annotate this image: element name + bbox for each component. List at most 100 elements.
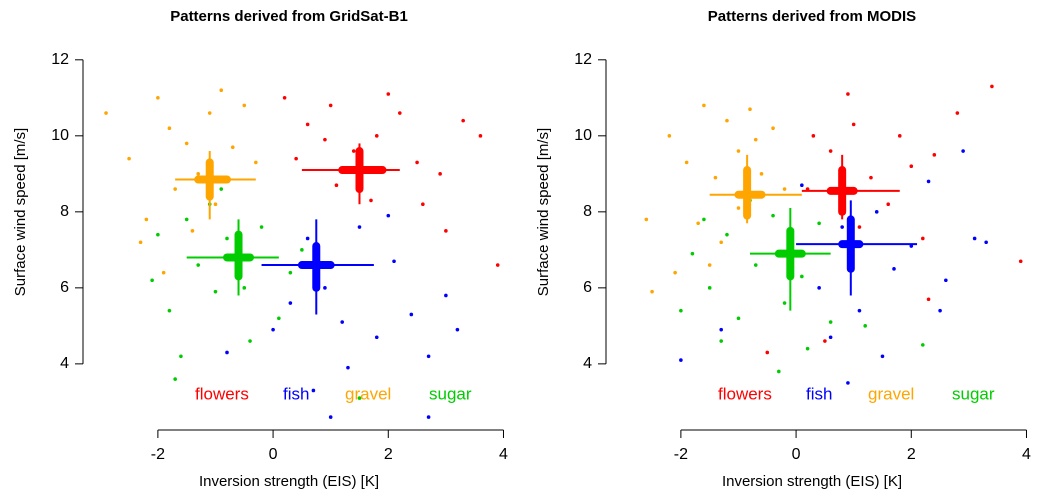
point [800,183,804,188]
point [219,88,224,93]
y-tick-label: 10 [574,127,592,144]
point [753,137,758,142]
point [328,103,333,108]
y-tick-label: 8 [60,203,69,220]
point [707,263,712,267]
point [869,175,873,180]
point [909,164,914,169]
point [173,377,177,381]
point [323,137,327,142]
x-axis-label: Inversion strength (EIS) [K] [199,473,379,490]
point [892,267,896,271]
y-axis-label: Surface wind speed [m/s] [535,128,552,296]
point [863,324,867,328]
point [386,92,391,96]
point [667,134,672,138]
point [455,327,460,332]
point [679,358,683,362]
point [719,240,723,245]
legend-entry: sugar [952,384,995,403]
point [374,335,379,340]
point [748,107,752,112]
point [282,96,287,100]
point [673,270,677,275]
point [196,263,200,267]
point [167,308,172,313]
point [369,198,373,203]
point [828,149,833,153]
point [150,278,154,283]
point [167,126,172,131]
point [805,187,810,191]
point [346,365,350,370]
point [230,145,235,150]
legend-entry: flowers [195,384,249,403]
point [800,274,804,279]
y-tick-label: 4 [60,355,69,372]
point [127,156,131,161]
point [213,289,218,294]
point [955,111,960,115]
point [944,278,948,283]
y-tick-label: 12 [574,51,592,68]
point [196,172,200,176]
point [679,308,683,313]
y-axis-label: Surface wind speed [m/s] [12,128,29,296]
point [444,229,448,233]
point [478,134,483,138]
panel-title: Patterns derived from GridSat-B1 [170,8,408,25]
y-tick-label: 6 [583,279,592,296]
point [702,217,706,222]
x-tick-label: 2 [384,446,393,463]
point [271,327,275,332]
point [811,134,816,138]
point [886,202,891,207]
point [707,286,712,290]
point [184,217,189,222]
point [926,179,931,184]
point [184,141,189,146]
point [328,415,333,419]
point [173,187,177,191]
point [897,134,902,138]
point [719,339,723,343]
point [736,316,741,321]
point [438,172,442,176]
point [305,236,310,241]
point [421,202,425,207]
point [288,270,293,275]
point [398,111,402,115]
point [690,251,695,256]
point [846,381,850,385]
point [495,263,500,267]
point [156,96,160,100]
x-tick-label: 2 [907,446,916,463]
point [817,286,821,290]
point [213,202,218,207]
point [984,240,988,245]
legend-entry: fish [806,384,832,403]
point [374,134,379,138]
point [179,354,183,359]
point [340,320,345,324]
point [156,232,160,237]
x-tick-label: 4 [499,446,508,463]
point [225,236,229,241]
point [753,263,758,267]
point [305,122,310,127]
legend-entry: flowers [718,384,772,403]
point [805,346,810,351]
point [938,308,942,313]
point [782,187,787,191]
point [1018,259,1023,264]
point [161,270,166,275]
point [104,111,108,115]
point [242,103,247,108]
point [144,217,149,222]
point [300,248,304,252]
point [840,225,844,229]
point [719,327,723,332]
point [426,415,431,419]
point [771,126,775,131]
